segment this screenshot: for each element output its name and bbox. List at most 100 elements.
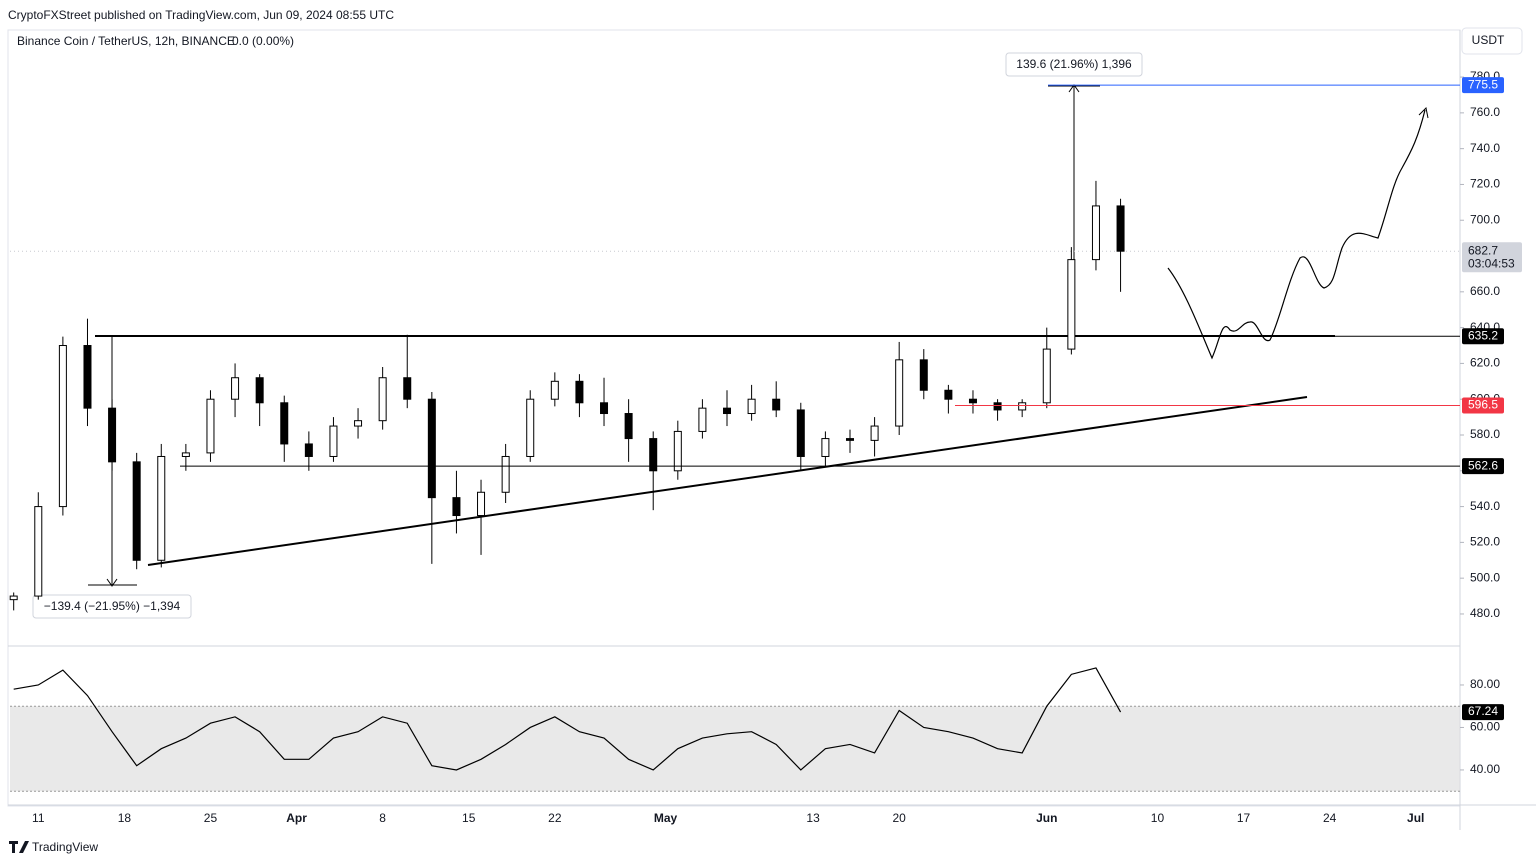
currency-button[interactable] [1461, 27, 1523, 55]
x-tick-label: 24 [1323, 811, 1337, 825]
rsi-line [13, 667, 1122, 771]
candle-body [895, 359, 904, 427]
projection-path [1167, 109, 1426, 360]
candle-body [1042, 348, 1051, 404]
brand-logo [9, 841, 29, 853]
candle-body [354, 420, 363, 427]
candle-body [993, 402, 1002, 411]
y-tick-label: 480.0 [1470, 606, 1500, 620]
candle-body [206, 398, 215, 454]
candle-body [526, 398, 535, 457]
candle-body [1116, 205, 1125, 252]
candle-body [477, 491, 486, 517]
candle-body [698, 407, 707, 432]
candle-body [821, 438, 830, 457]
candle-body [968, 398, 977, 404]
x-tick-label: 17 [1237, 811, 1251, 825]
candle-body [304, 443, 313, 457]
candle-body [1018, 402, 1027, 411]
level-label: 775.5 [1468, 77, 1498, 91]
candle-body [870, 425, 879, 441]
measure-label-box [32, 594, 192, 619]
level-label-box [1462, 397, 1504, 414]
candle-body [427, 398, 436, 499]
rsi-band [10, 706, 1460, 792]
candle-body [83, 345, 92, 409]
candle-body [919, 359, 928, 391]
candle-body [501, 455, 510, 493]
measure-label: −139.4 (−21.95%) −1,394 [44, 599, 181, 613]
publisher: CryptoFXStreet published on TradingView.… [8, 8, 394, 22]
y-tick-label: 40.00 [1470, 762, 1500, 776]
x-tick-label: 25 [204, 811, 218, 825]
candle-body [132, 461, 141, 561]
y-tick-label: 500.0 [1470, 570, 1500, 584]
candle-body [1067, 259, 1076, 350]
currency[interactable]: USDT [1472, 33, 1505, 47]
symbol-title: Binance Coin / TetherUS, 12h, BINANCE [17, 34, 235, 48]
y-tick-label: 720.0 [1470, 177, 1500, 191]
brand: TradingView [32, 840, 98, 854]
y-tick-label: 660.0 [1470, 284, 1500, 298]
x-tick-label: 15 [462, 811, 476, 825]
candle-body [723, 407, 732, 415]
y-tick-label: 760.0 [1470, 105, 1500, 119]
last-price-box [1462, 242, 1522, 273]
projection-arrow [1418, 106, 1429, 119]
candle-body [108, 407, 117, 463]
candle-body [772, 398, 781, 411]
candle-body [673, 430, 682, 472]
y-tick-label: 740.0 [1470, 141, 1500, 155]
candle-body [403, 377, 412, 400]
candle-body [575, 380, 584, 404]
candle-body [944, 389, 953, 400]
level-label: 562.6 [1468, 458, 1498, 472]
level-label-box [1462, 458, 1504, 475]
x-tick-label: Jun [1036, 811, 1057, 825]
y-tick-label: 540.0 [1470, 499, 1500, 513]
x-tick-label: 10 [1151, 811, 1165, 825]
candle-body [34, 506, 43, 597]
level-label: 596.5 [1468, 398, 1498, 412]
level-label-box [1462, 77, 1504, 94]
candle-body [550, 380, 559, 400]
candle-body [231, 377, 240, 400]
y-tick-label: 620.0 [1470, 356, 1500, 370]
candle-body [9, 595, 18, 601]
candle-body [747, 398, 756, 415]
symbol-change: 0.0 (0.00%) [232, 34, 294, 48]
x-tick-label: May [654, 811, 678, 825]
candle-body [1091, 205, 1100, 261]
measure-label-box [1005, 52, 1143, 77]
level-label-box [1462, 328, 1504, 345]
x-tick-label: 18 [118, 811, 132, 825]
y-tick-label: 700.0 [1470, 212, 1500, 226]
y-tick-label: 580.0 [1470, 427, 1500, 441]
candle-body [255, 377, 264, 404]
candle-body [329, 425, 338, 457]
candle-body [796, 409, 805, 457]
y-tick-label: 80.00 [1470, 677, 1500, 691]
candle-body [157, 455, 166, 561]
x-tick-label: 22 [548, 811, 562, 825]
candle-body [378, 377, 387, 422]
x-tick-label: 11 [32, 811, 45, 825]
countdown: 03:04:53 [1468, 256, 1515, 270]
x-tick-label: Apr [286, 811, 307, 825]
support-trendline [147, 396, 1308, 566]
x-tick-label: 8 [379, 811, 386, 825]
candle-body [600, 402, 609, 415]
rsi-value-box [1462, 704, 1504, 721]
x-tick-label: 20 [893, 811, 907, 825]
candle-body [181, 452, 190, 457]
y-tick-label: 60.00 [1470, 720, 1500, 734]
y-tick-label: 520.0 [1470, 535, 1500, 549]
candle-body [624, 413, 633, 440]
candle-body [845, 438, 854, 441]
measure-label: 139.6 (21.96%) 1,396 [1016, 57, 1132, 71]
candle-body [452, 497, 461, 517]
measure-arrow [106, 578, 118, 587]
candle-body [649, 438, 658, 472]
candle-body [280, 402, 289, 445]
